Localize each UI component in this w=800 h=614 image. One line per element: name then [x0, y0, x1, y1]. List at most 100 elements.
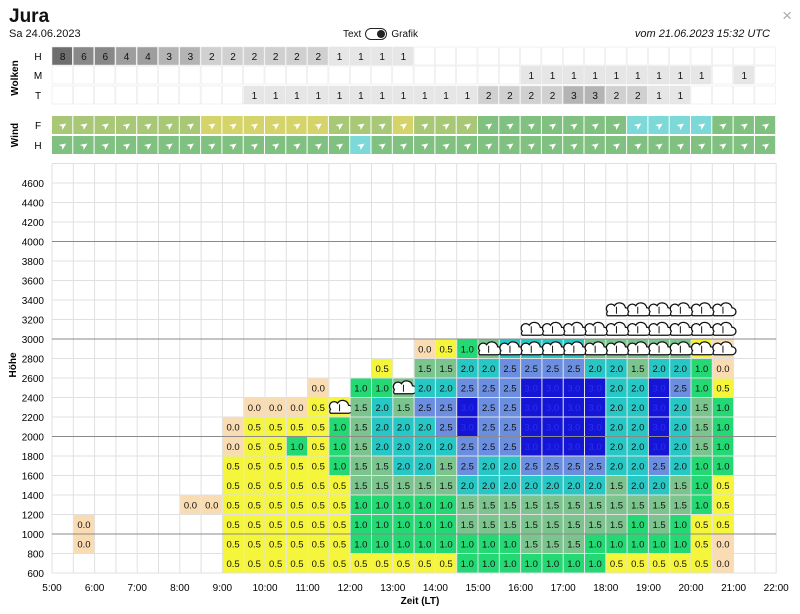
y-tick-label: 1200 [22, 511, 45, 522]
heatmap-cell-value: 1.5 [525, 500, 538, 511]
heatmap-cell-value: 2.5 [439, 403, 452, 414]
heatmap-cell [542, 456, 563, 475]
heatmap-cell [499, 554, 521, 573]
wind-cell [733, 116, 754, 134]
heatmap-cell [265, 417, 286, 436]
cumulus-cloud-icon [690, 302, 716, 317]
heatmap-cell-value: 0.5 [226, 461, 239, 472]
heatmap-cell-value: 2.0 [631, 383, 644, 394]
view-toggle[interactable]: Text Grafik [343, 28, 418, 40]
heatmap-cell [372, 554, 393, 573]
heatmap-cell [478, 378, 499, 397]
heatmap-cell [648, 515, 670, 534]
heatmap-cell [457, 554, 478, 573]
heatmap-cell-value: 1.0 [695, 481, 708, 492]
heatmap-cell [244, 398, 265, 417]
heatmap-cell [372, 378, 393, 397]
heatmap-cell-value: 0.5 [312, 481, 325, 492]
cumulus-cloud-icon [712, 302, 737, 317]
cloud-cell-value: 2 [315, 52, 321, 63]
cloud-cell [456, 46, 478, 66]
toggle-switch[interactable] [365, 28, 388, 40]
heatmap-cell [329, 456, 350, 475]
cloud-cell-value: 1 [379, 52, 385, 63]
cloud-cell-value: 1 [678, 71, 684, 82]
cloud-cell [605, 85, 627, 105]
heatmap-cell [521, 437, 542, 456]
heatmap-cell-value: 1.0 [716, 403, 729, 414]
cloud-cell-value: 1 [337, 52, 343, 63]
heatmap-cell [308, 417, 329, 436]
cloud-cell-value: 1 [656, 91, 662, 102]
heatmap-cell [585, 398, 606, 417]
heatmap-cell-value: 3.0 [589, 442, 602, 453]
heatmap-cell [521, 456, 542, 475]
heatmap-cell [499, 515, 521, 534]
heatmap-cell-value: 1.0 [418, 539, 431, 550]
cloud-cell [413, 65, 435, 85]
heatmap-cell [648, 378, 670, 397]
heatmap-cell-value: 1.0 [333, 422, 346, 433]
x-tick-label: 6:00 [85, 583, 105, 594]
cloud-cell [541, 65, 563, 85]
heatmap-cell [542, 359, 563, 378]
heatmap-cell-value: 1.0 [397, 539, 410, 550]
heatmap-cell-value: 2.5 [482, 383, 495, 394]
heatmap-cell-value: 1.0 [461, 344, 474, 355]
y-tick-label: 800 [27, 550, 44, 561]
toggle-grafik-label: Grafik [391, 28, 419, 40]
cloud-cell [73, 46, 94, 66]
wind-cell [222, 136, 243, 154]
heatmap-cell [542, 476, 563, 495]
heatmap-cell [329, 554, 350, 573]
heatmap-cell-value: 2.0 [610, 403, 623, 414]
cloud-cell [413, 46, 435, 66]
heatmap-cell-value: 2.0 [503, 461, 516, 472]
heatmap-cell [435, 534, 457, 553]
close-icon[interactable]: × [782, 6, 792, 25]
heatmap-cell [286, 515, 308, 534]
cloud-row-label: T [35, 91, 41, 102]
heatmap-cell-value: 1.0 [716, 422, 729, 433]
y-tick-label: 2200 [22, 413, 45, 424]
heatmap-cell-value: 2.0 [482, 481, 495, 492]
heatmap-cell [585, 476, 606, 495]
x-tick-label: 20:00 [678, 583, 703, 594]
heatmap-cell [585, 515, 606, 534]
heatmap-cell [350, 378, 371, 397]
heatmap-cell-value: 2.0 [610, 383, 623, 394]
cloud-cell [286, 85, 307, 105]
heatmap-cell [670, 398, 691, 417]
heatmap-cell-value: 2.0 [652, 481, 665, 492]
heatmap-cell [372, 398, 393, 417]
heatmap-cell-value: 3.0 [546, 422, 559, 433]
heatmap-cell-value: 2.0 [461, 481, 474, 492]
heatmap-cell [435, 378, 457, 397]
wind-cell [648, 136, 669, 154]
heatmap-cell [585, 534, 606, 553]
heatmap-cell-value: 0.5 [333, 520, 346, 531]
heatmap-cell [414, 534, 435, 553]
heatmap-cell [222, 554, 244, 573]
cloud-cell [371, 85, 393, 105]
heatmap-cell-value: 0.5 [652, 559, 665, 570]
cloud-cell [435, 46, 456, 66]
heatmap-cell-value: 0.5 [269, 500, 282, 511]
heatmap-cell [712, 417, 734, 436]
heatmap-cell-value: 0.5 [290, 422, 303, 433]
heatmap-cell-value: 2.5 [482, 442, 495, 453]
cloud-cell [371, 46, 393, 66]
heatmap-cell [712, 456, 734, 475]
heatmap-cell-value: 2.0 [610, 442, 623, 453]
heatmap-cell [329, 495, 350, 514]
heatmap-cell [691, 359, 712, 378]
heatmap-cell [670, 417, 691, 436]
heatmap-cell-value: 2.0 [631, 461, 644, 472]
heatmap-cell-value: 0.5 [397, 559, 410, 570]
heatmap-cell-value: 2.5 [546, 364, 559, 375]
heatmap-cell [329, 534, 350, 553]
heatmap-cell [499, 456, 521, 475]
heatmap-cell [670, 456, 691, 475]
heatmap-cell-value: 1.5 [354, 422, 367, 433]
heatmap-cell-value: 1.5 [546, 539, 559, 550]
